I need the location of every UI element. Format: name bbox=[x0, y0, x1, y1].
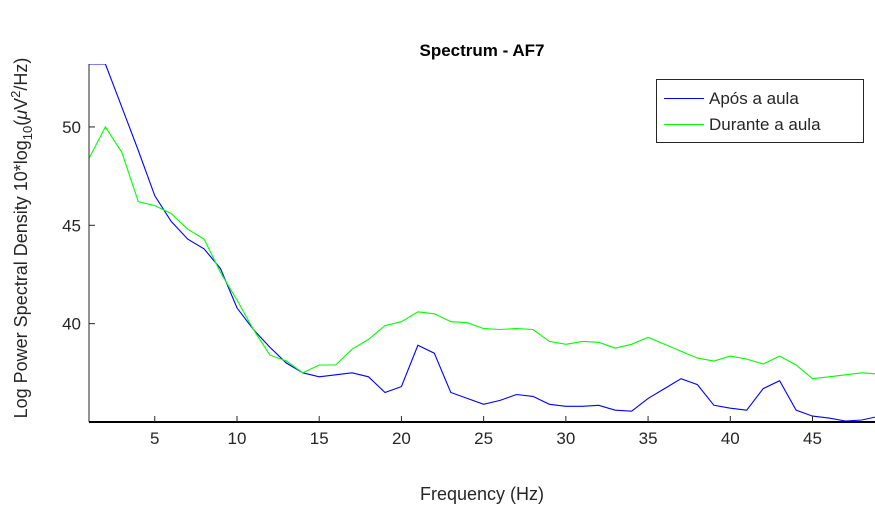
legend-label-apos: Após a aula bbox=[709, 89, 799, 108]
y-tick-label: 40 bbox=[62, 315, 81, 334]
series-line-2 bbox=[89, 125, 875, 380]
chart-title: Spectrum - AF7 bbox=[419, 41, 544, 60]
x-tick-label: 20 bbox=[392, 429, 411, 448]
x-tick-label: 45 bbox=[803, 429, 822, 448]
series-line-1 bbox=[89, 64, 875, 422]
x-tick-label: 10 bbox=[228, 429, 247, 448]
chart-legend: Após a aula Durante a aula bbox=[656, 79, 864, 143]
y-tick-label: 50 bbox=[62, 118, 81, 137]
x-tick-label: 40 bbox=[721, 429, 740, 448]
x-tick-label: 5 bbox=[150, 429, 159, 448]
legend-swatch-apos bbox=[664, 98, 704, 99]
x-tick-label: 25 bbox=[474, 429, 493, 448]
legend-swatch-durante bbox=[664, 124, 704, 125]
y-axis-label: Log Power Spectral Density 10*log10(μV2/… bbox=[8, 58, 35, 419]
x-tick-label: 30 bbox=[556, 429, 575, 448]
legend-entry-durante: Durante a aula bbox=[657, 113, 863, 137]
legend-label-durante: Durante a aula bbox=[709, 115, 821, 134]
x-axis-label: Frequency (Hz) bbox=[420, 484, 544, 504]
x-tick-label: 35 bbox=[639, 429, 658, 448]
x-tick-label: 15 bbox=[310, 429, 329, 448]
legend-entry-apos: Após a aula bbox=[657, 87, 863, 111]
y-tick-label: 45 bbox=[62, 216, 81, 235]
